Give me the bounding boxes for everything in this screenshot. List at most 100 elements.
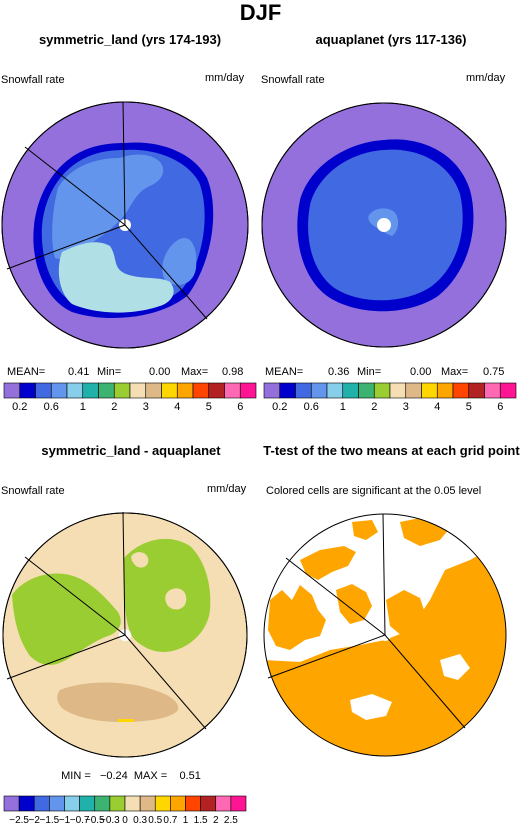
- sector-line: [24, 146, 126, 226]
- sector-line: [382, 513, 386, 636]
- mean-value: 0.41: [68, 366, 90, 378]
- min-value: 0.00: [410, 366, 432, 378]
- colorbar-tick-label: 6: [497, 401, 503, 413]
- min-label: Min=: [97, 366, 122, 378]
- mean-label: MEAN=: [265, 366, 304, 378]
- variable-label: Snowfall rate: [261, 74, 325, 86]
- colorbar-swatch: [3, 382, 21, 399]
- colorbar-swatch: [139, 795, 156, 812]
- colorbar-swatch: [161, 382, 178, 399]
- contour-pos-0.7: [118, 719, 134, 722]
- variable-label: Snowfall rate: [1, 74, 65, 86]
- min-value: 0.00: [149, 366, 171, 378]
- colorbar-swatch: [373, 382, 391, 399]
- colorbar-tick-label: −0.3: [100, 815, 120, 825]
- page-title: DJF: [239, 0, 282, 25]
- colorbar-tick-label: 6: [237, 401, 243, 413]
- contour-0.6: [52, 154, 164, 259]
- colorbar-tick-label: 5: [466, 401, 472, 413]
- contour-neg-0.3: [165, 588, 187, 610]
- colorbar-swatch: [192, 382, 210, 399]
- map-ttest: [263, 513, 507, 757]
- colorbar-tick-label: 3: [403, 401, 409, 413]
- colorbar-swatch: [310, 382, 328, 399]
- colorbar-tick-label: 1: [340, 401, 346, 413]
- pole-hole: [377, 218, 391, 232]
- colorbar-tick-label: −1.5: [40, 815, 60, 825]
- sector-line: [122, 101, 126, 226]
- colorbar-swatch: [389, 382, 407, 399]
- significance-note: Colored cells are significant at the 0.0…: [266, 485, 482, 497]
- max-value: 0.98: [222, 366, 244, 378]
- sector-line: [6, 224, 126, 270]
- significant-region: [296, 682, 336, 708]
- min-label: Min=: [357, 366, 382, 378]
- panel-title-difference: symmetric_land - aquaplanet: [41, 443, 221, 458]
- colorbar-swatch: [49, 795, 65, 812]
- colorbar-swatch: [50, 382, 68, 399]
- colorbar-swatch: [421, 382, 438, 399]
- sector-line: [124, 224, 208, 320]
- colorbar-tick-label: 2: [213, 815, 219, 825]
- colorbar-swatch: [64, 795, 80, 812]
- mean-value: 0.36: [328, 366, 350, 378]
- significant-region: [386, 590, 426, 636]
- map-border: [1, 101, 249, 349]
- colorbar-swatch: [405, 382, 422, 399]
- map-border: [263, 513, 507, 757]
- mean-label: MEAN=: [7, 366, 46, 378]
- colorbar-swatch: [215, 795, 232, 812]
- colorbar-tick-label: 0.2: [272, 401, 287, 413]
- colorbar-swatch: [452, 382, 470, 399]
- significant-region: [352, 520, 378, 540]
- colorbar-tick-label: 0.6: [44, 401, 59, 413]
- sector-line: [384, 634, 466, 729]
- colorbar-tick-label: 0.2: [12, 401, 27, 413]
- colorbar-swatch: [230, 795, 247, 812]
- contour-pos-0.3: [12, 573, 121, 665]
- map-aquaplanet: [261, 102, 507, 348]
- colorbar-tick-label: −2: [29, 815, 41, 825]
- colorbar-swatch: [200, 795, 217, 812]
- colorbar-swatch: [295, 382, 312, 399]
- max-label: Max=: [441, 366, 469, 378]
- colorbar-swatch: [145, 382, 162, 399]
- map-difference: [2, 511, 248, 758]
- colorbar-swatch: [82, 382, 99, 399]
- significant-region: [300, 546, 356, 580]
- colorbar-swatch: [239, 382, 257, 399]
- units-label: mm/day: [207, 483, 247, 495]
- colorbar-swatch: [124, 795, 141, 812]
- colorbar-tick-label: 0.7: [163, 815, 177, 825]
- colorbar-tick-label: 0: [122, 815, 128, 825]
- panel-title-symmetric-land: symmetric_land (yrs 174-193): [38, 32, 222, 47]
- colorbar-swatch: [154, 795, 171, 812]
- colorbar-swatch: [484, 382, 501, 399]
- colorbar-tick-label: 5: [206, 401, 212, 413]
- colorbar-swatch: [33, 795, 50, 812]
- colorbar-swatch: [129, 382, 147, 399]
- colorbar-swatch: [19, 382, 36, 399]
- insignificant-region: [440, 654, 470, 680]
- colorbar-swatch: [3, 795, 20, 812]
- colorbar-tick-label: −0.7: [70, 815, 90, 825]
- min-max-stats: MIN = −0.24 MAX = 0.51: [61, 770, 201, 782]
- colorbar-swatch: [170, 795, 186, 812]
- colorbar-tick-label: −1: [59, 815, 71, 825]
- colorbar-tick-label: 3: [143, 401, 149, 413]
- panel-title-ttest: T-test of the two means at each grid poi…: [263, 443, 520, 458]
- insignificant-region: [350, 694, 392, 720]
- sector-line: [124, 634, 207, 730]
- sector-line: [24, 556, 126, 636]
- colorbar-swatch: [113, 382, 131, 399]
- colorbar-tick-label: 0.5: [148, 815, 162, 825]
- sector-line: [6, 634, 126, 680]
- colorbar-tick-label: 2.5: [224, 815, 238, 825]
- sector-line: [285, 557, 386, 636]
- sector-line: [267, 634, 386, 679]
- contour-neg-0.5: [57, 682, 179, 722]
- colorbar-swatch: [185, 795, 201, 812]
- map-border: [2, 512, 248, 758]
- colorbar-swatch: [499, 382, 517, 399]
